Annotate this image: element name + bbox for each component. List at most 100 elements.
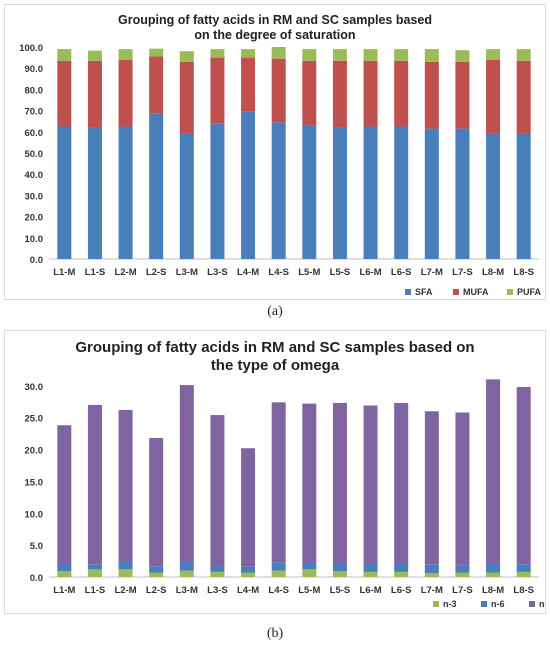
bar-mufa-l2-m	[118, 59, 133, 127]
bar-pufa-l7-s	[455, 50, 470, 62]
bar-mufa-l5-m	[302, 60, 317, 126]
x-tick-label: L3-S	[207, 585, 228, 596]
bar-n-9-l1-m	[57, 425, 72, 563]
bar-n-3-l3-s	[210, 571, 225, 577]
bar-n-3-l8-m	[486, 572, 501, 577]
bar-n-3-l2-s	[149, 572, 164, 577]
x-tick-label: L1-M	[53, 267, 75, 278]
bar-n-9-l2-s	[149, 438, 164, 567]
bar-n-3-l3-m	[179, 570, 194, 577]
x-tick-label: L1-M	[53, 585, 75, 596]
bar-pufa-l6-m	[363, 49, 378, 61]
bar-n-9-l8-m	[486, 379, 501, 563]
bar-mufa-l6-m	[363, 60, 378, 127]
bar-n-6-l3-m	[179, 561, 194, 571]
bar-pufa-l4-m	[241, 49, 256, 58]
bar-n-9-l3-s	[210, 415, 225, 566]
bar-n-6-l3-s	[210, 565, 225, 572]
legend-swatch-pufa	[507, 289, 513, 295]
bar-n-9-l1-s	[87, 404, 102, 565]
bar-n-3-l1-s	[87, 569, 102, 577]
bar-pufa-l3-m	[179, 51, 194, 62]
bar-n-6-l6-s	[394, 562, 409, 572]
x-tick-label: L7-S	[452, 585, 473, 596]
bar-n-9-l6-s	[394, 402, 409, 563]
y-tick-label: 60.0	[25, 128, 44, 139]
bar-mufa-l8-m	[486, 59, 501, 134]
bar-n-9-l2-m	[118, 409, 133, 562]
bar-n-6-l7-s	[455, 564, 470, 573]
bar-pufa-l2-s	[149, 48, 164, 57]
bar-n-6-l2-m	[118, 561, 133, 570]
bar-mufa-l7-m	[424, 61, 439, 129]
legend-label: n-9	[539, 599, 545, 609]
bar-sfa-l2-m	[118, 126, 133, 259]
x-tick-label: L8-M	[482, 267, 504, 278]
x-tick-label: L5-M	[298, 585, 320, 596]
bar-n-9-l4-m	[241, 448, 256, 567]
bar-n-6-l4-m	[241, 566, 256, 573]
bar-n-6-l2-s	[149, 566, 164, 573]
chart-panel-a: Grouping of fatty acids in RM and SC sam…	[4, 4, 546, 300]
bar-pufa-l1-m	[57, 49, 72, 61]
bar-n-3-l6-s	[394, 571, 409, 577]
legend-label: PUFA	[517, 287, 542, 297]
chart-b-svg: 0.0 5.0 10.0 15.0 20.0 25.0 30.0 L1-M L1-S L2-M L2…	[25, 379, 545, 609]
x-tick-label: L8-S	[513, 267, 534, 278]
bar-n-6-l1-s	[87, 564, 102, 570]
legend-label: SFA	[415, 287, 433, 297]
bar-pufa-l7-m	[424, 49, 439, 62]
bar-mufa-l3-m	[179, 61, 194, 134]
caption-a: (a)	[267, 304, 283, 319]
legend-swatch-sfa	[405, 289, 411, 295]
x-tick-label: L2-S	[146, 585, 167, 596]
bar-sfa-l6-m	[363, 126, 378, 259]
y-tick-label: 100.0	[19, 43, 43, 54]
x-tick-label: L6-S	[391, 585, 412, 596]
bar-n-6-l5-s	[332, 562, 347, 572]
bar-n-3-l8-s	[516, 571, 531, 577]
legend-swatch-n-6	[481, 601, 487, 607]
y-tick-label: 15.0	[25, 477, 44, 488]
y-tick-label: 0.0	[30, 573, 43, 584]
y-tick-label: 30.0	[25, 382, 44, 393]
bar-n-3-l6-m	[363, 571, 378, 577]
bar-pufa-l3-s	[210, 49, 225, 58]
x-tick-label: L8-M	[482, 585, 504, 596]
bar-sfa-l3-s	[210, 123, 225, 259]
x-tick-label: L5-S	[330, 585, 351, 596]
bar-sfa-l3-m	[179, 133, 194, 259]
bar-pufa-l6-s	[394, 49, 409, 61]
x-tick-label: L8-S	[513, 585, 534, 596]
bar-n-3-l5-m	[302, 569, 317, 577]
bar-mufa-l4-s	[271, 58, 286, 123]
bar-mufa-l7-s	[455, 61, 470, 129]
bar-mufa-l6-s	[394, 60, 409, 127]
bar-sfa-l6-s	[394, 126, 409, 259]
x-tick-label: L4-S	[268, 585, 289, 596]
y-tick-label: 10.0	[25, 509, 44, 520]
bar-pufa-l1-s	[87, 50, 102, 61]
legend-swatch-n-9	[529, 601, 535, 607]
x-tick-label: L7-M	[421, 585, 443, 596]
bar-mufa-l2-s	[149, 56, 164, 114]
bar-sfa-l7-m	[424, 128, 439, 259]
bar-n-6-l6-m	[363, 562, 378, 572]
bar-n-9-l4-s	[271, 402, 286, 563]
x-tick-label: L4-M	[237, 267, 259, 278]
bar-n-6-l5-m	[302, 562, 317, 570]
legend-swatch-n-3	[433, 601, 439, 607]
x-tick-label: L1-S	[85, 585, 106, 596]
bar-sfa-l2-s	[149, 113, 164, 259]
x-tick-label: L4-S	[268, 267, 289, 278]
x-tick-label: L1-S	[85, 267, 106, 278]
chart-title: Grouping of fatty acids in RM and SC sam…	[75, 339, 475, 374]
y-tick-label: 0.0	[30, 255, 43, 266]
chart-panel-b: Grouping of fatty acids in RM and SC sam…	[4, 330, 546, 614]
y-tick-label: 25.0	[25, 414, 44, 425]
bar-n-9-l3-m	[179, 385, 194, 562]
bar-sfa-l1-s	[87, 127, 102, 259]
x-tick-label: L3-S	[207, 267, 228, 278]
bar-n-6-l8-s	[516, 564, 531, 572]
bar-n-9-l5-s	[332, 402, 347, 563]
